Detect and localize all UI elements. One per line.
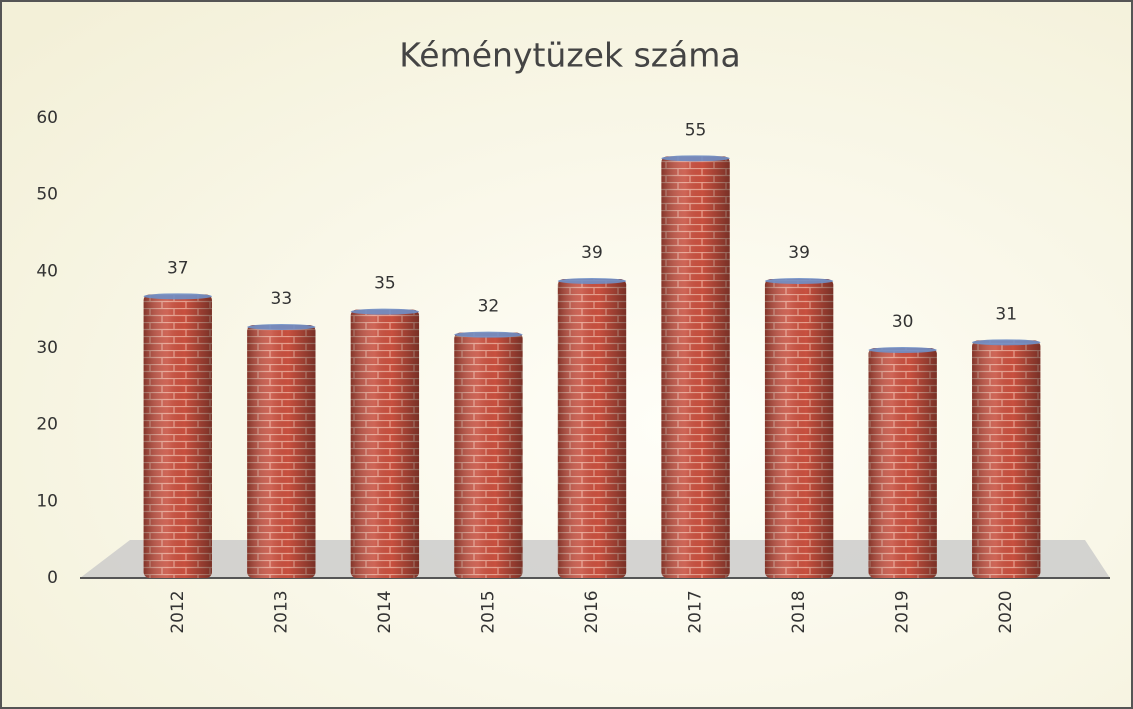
- bar-shading: [868, 348, 937, 578]
- x-tick-label: 2019: [893, 590, 913, 633]
- bar-top: [661, 155, 730, 162]
- chart-title: Kéménytüzek száma: [399, 36, 740, 75]
- bar-shading: [972, 340, 1041, 578]
- bar-shading: [143, 294, 212, 578]
- bar-shading: [350, 309, 420, 578]
- x-tick-label: 2015: [478, 590, 498, 633]
- bar-top: [557, 278, 627, 284]
- bar-shading: [454, 332, 523, 578]
- y-tick-label: 50: [36, 185, 58, 205]
- data-label: 35: [374, 274, 396, 294]
- bar-shading: [661, 156, 730, 579]
- data-label: 39: [581, 243, 603, 263]
- y-tick-label: 10: [36, 491, 58, 511]
- x-tick-label: 2020: [996, 590, 1016, 633]
- y-tick-label: 30: [36, 338, 58, 358]
- y-tick-label: 0: [47, 568, 58, 588]
- x-tick-label: 2017: [686, 590, 706, 633]
- bar-top: [972, 339, 1041, 346]
- bar-top: [143, 293, 212, 300]
- x-tick-label: 2016: [582, 590, 602, 633]
- bar-top: [868, 347, 937, 353]
- data-label: 30: [892, 312, 914, 332]
- bar-top: [764, 278, 834, 284]
- x-tick-label: 2014: [375, 590, 395, 633]
- data-label: 31: [995, 304, 1017, 324]
- y-tick-label: 40: [36, 261, 58, 281]
- bar-top: [247, 324, 316, 330]
- data-label: 37: [167, 258, 189, 278]
- bar-top: [454, 331, 523, 338]
- bar-top: [350, 308, 420, 315]
- x-tick-label: 2018: [789, 590, 809, 633]
- bar-shading: [764, 279, 834, 578]
- x-tick-label: 2013: [271, 590, 291, 633]
- data-label: 55: [685, 120, 707, 140]
- y-tick-label: 20: [36, 415, 58, 435]
- data-label: 33: [271, 289, 293, 309]
- data-label: 39: [788, 243, 810, 263]
- bar-shading: [557, 279, 627, 578]
- data-label: 32: [478, 297, 500, 317]
- bar-shading: [247, 325, 316, 578]
- y-tick-label: 60: [36, 108, 58, 128]
- x-tick-label: 2012: [168, 590, 188, 633]
